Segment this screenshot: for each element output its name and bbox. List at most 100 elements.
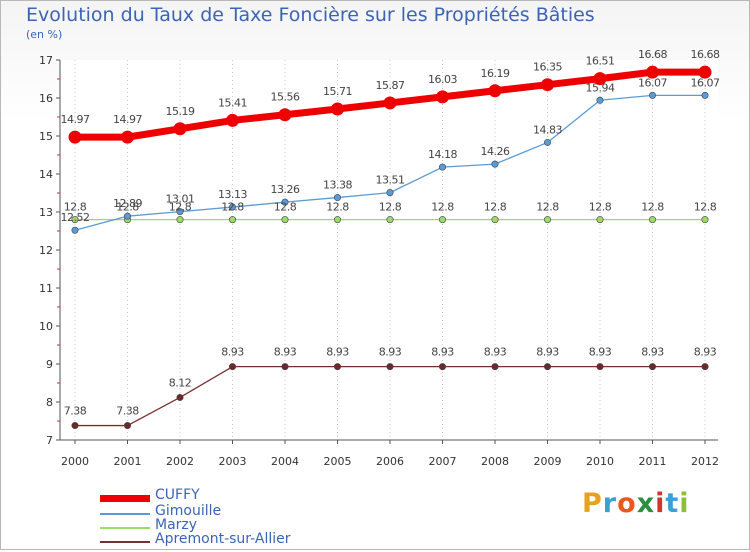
data-label: 15.56 bbox=[271, 91, 300, 104]
data-label: 16.68 bbox=[691, 48, 720, 61]
x-tick-label: 2005 bbox=[324, 455, 352, 468]
data-label: 8.93 bbox=[221, 346, 244, 359]
data-label: 16.03 bbox=[428, 73, 457, 86]
logo-letter: i bbox=[655, 488, 666, 519]
proxiti-logo: Proxiti bbox=[582, 488, 690, 519]
data-label: 12.8 bbox=[431, 201, 454, 214]
y-tick-label: 17 bbox=[39, 54, 53, 67]
data-label: 15.94 bbox=[586, 81, 615, 94]
legend-swatch bbox=[100, 541, 150, 543]
data-point bbox=[226, 113, 239, 127]
data-point bbox=[281, 216, 289, 224]
data-label: 12.8 bbox=[694, 201, 717, 214]
data-label: 14.18 bbox=[428, 148, 457, 161]
logo-letter: P bbox=[582, 488, 603, 519]
plot-area bbox=[60, 60, 718, 440]
chart-title: Evolution du Taux de Taxe Foncière sur l… bbox=[26, 4, 595, 26]
data-label: 16.35 bbox=[533, 61, 562, 74]
x-tick-label: 2011 bbox=[639, 455, 667, 468]
data-point bbox=[491, 216, 499, 224]
data-point bbox=[701, 363, 709, 371]
logo-letter: x bbox=[636, 488, 656, 519]
data-label: 8.93 bbox=[694, 346, 717, 359]
data-point bbox=[71, 422, 79, 430]
legend-swatch bbox=[100, 494, 150, 502]
data-label: 13.13 bbox=[218, 188, 247, 201]
data-point bbox=[281, 363, 289, 371]
data-label: 15.71 bbox=[323, 85, 352, 98]
data-label: 14.26 bbox=[481, 145, 510, 158]
data-label: 12.8 bbox=[484, 201, 507, 214]
data-point bbox=[438, 363, 446, 371]
data-point bbox=[701, 216, 709, 224]
x-tick-label: 2009 bbox=[534, 455, 562, 468]
data-label: 15.19 bbox=[166, 105, 195, 118]
data-label: 12.8 bbox=[326, 201, 349, 214]
data-label: 13.38 bbox=[323, 179, 352, 192]
data-point bbox=[333, 363, 341, 371]
data-label: 13.26 bbox=[271, 183, 300, 196]
data-label: 8.93 bbox=[484, 346, 507, 359]
legend-label: Marzy bbox=[155, 517, 198, 533]
data-point bbox=[71, 226, 79, 234]
chart-subtitle: (en %) bbox=[26, 28, 63, 41]
data-label: 14.97 bbox=[61, 113, 90, 126]
data-label: 8.93 bbox=[589, 346, 612, 359]
data-point bbox=[491, 363, 499, 371]
y-tick-label: 15 bbox=[39, 130, 53, 143]
data-point bbox=[333, 194, 341, 202]
data-point bbox=[648, 363, 656, 371]
data-point bbox=[593, 72, 607, 86]
x-tick-label: 2002 bbox=[166, 455, 194, 468]
data-point bbox=[176, 393, 184, 401]
x-tick-label: 2006 bbox=[376, 455, 404, 468]
x-tick-label: 2001 bbox=[114, 455, 142, 468]
data-point bbox=[229, 203, 237, 211]
data-point bbox=[383, 96, 397, 110]
y-tick-label: 8 bbox=[46, 396, 53, 409]
y-tick-label: 14 bbox=[39, 168, 53, 181]
data-point bbox=[488, 84, 502, 98]
x-tick-label: 2012 bbox=[691, 455, 719, 468]
data-point bbox=[173, 122, 187, 136]
data-label: 8.93 bbox=[326, 346, 349, 359]
data-point bbox=[331, 102, 344, 116]
logo-letter: o bbox=[617, 488, 637, 519]
data-label: 13.51 bbox=[376, 174, 405, 187]
data-point bbox=[124, 212, 132, 220]
data-label: 8.93 bbox=[536, 346, 559, 359]
data-label: 15.87 bbox=[376, 79, 405, 92]
data-point bbox=[596, 363, 604, 371]
data-point bbox=[698, 65, 712, 79]
data-label: 12.8 bbox=[536, 201, 559, 214]
x-tick-label: 2004 bbox=[271, 455, 299, 468]
data-label: 14.83 bbox=[533, 123, 562, 136]
data-label: 12.8 bbox=[116, 201, 139, 214]
data-point bbox=[648, 91, 656, 99]
data-label: 12.8 bbox=[589, 201, 612, 214]
y-tick-label: 16 bbox=[39, 92, 53, 105]
data-label: 14.97 bbox=[113, 113, 142, 126]
data-point bbox=[386, 216, 394, 224]
data-point bbox=[543, 363, 551, 371]
data-point bbox=[596, 96, 604, 104]
data-point bbox=[701, 91, 709, 99]
data-point bbox=[543, 138, 551, 146]
logo-letter: i bbox=[679, 488, 690, 519]
data-point bbox=[121, 130, 134, 144]
data-point bbox=[124, 422, 132, 430]
x-tick-label: 2008 bbox=[481, 455, 509, 468]
data-label: 15.41 bbox=[218, 96, 247, 109]
y-tick-label: 7 bbox=[46, 434, 53, 447]
legend-swatch bbox=[100, 527, 150, 529]
data-point bbox=[71, 216, 79, 224]
data-point bbox=[281, 198, 289, 206]
legend-label: Gimouille bbox=[155, 503, 222, 519]
data-label: 8.93 bbox=[431, 346, 454, 359]
data-point bbox=[386, 189, 394, 197]
logo-letter: r bbox=[602, 488, 618, 519]
data-label: 7.38 bbox=[64, 405, 87, 418]
data-label: 12.8 bbox=[274, 201, 297, 214]
data-label: 16.19 bbox=[481, 67, 510, 80]
